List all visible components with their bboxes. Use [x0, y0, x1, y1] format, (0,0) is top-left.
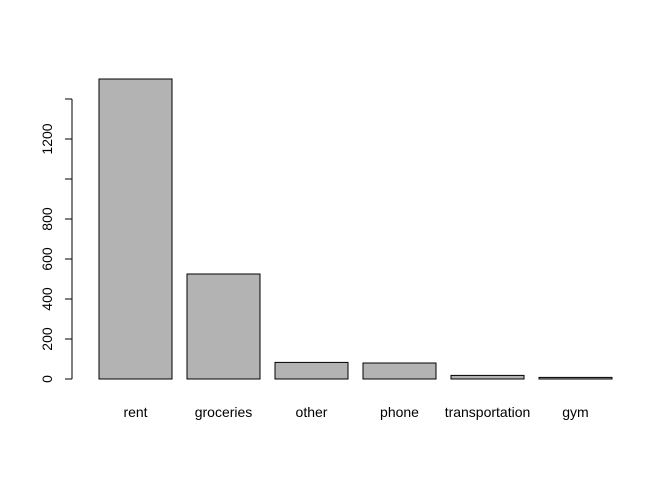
y-tick-label-800: 800 — [39, 207, 55, 231]
y-tick-label-600: 600 — [39, 247, 55, 271]
x-tick-label-groceries: groceries — [195, 404, 253, 420]
bar-phone — [362, 362, 437, 380]
x-tick-label-other: other — [296, 404, 328, 420]
y-tick-label-200: 200 — [39, 327, 55, 351]
y-tick-label-400: 400 — [39, 287, 55, 311]
bar-groceries — [186, 273, 261, 380]
y-tick-label-0: 0 — [39, 375, 55, 383]
x-axis-labels: rent groceries other phone transportation gym — [123, 404, 588, 420]
bars-group — [98, 78, 613, 380]
bar-rent — [98, 78, 173, 380]
bar-other — [274, 361, 349, 380]
y-axis: 0 200 400 600 800 1200 — [39, 98, 73, 383]
y-tick-label-1200: 1200 — [39, 123, 55, 154]
bar-transportation — [450, 374, 525, 380]
x-tick-label-gym: gym — [562, 404, 588, 420]
bar-gym — [538, 376, 613, 380]
x-tick-label-transportation: transportation — [445, 404, 531, 420]
x-tick-label-rent: rent — [123, 404, 147, 420]
x-tick-label-phone: phone — [380, 404, 419, 420]
